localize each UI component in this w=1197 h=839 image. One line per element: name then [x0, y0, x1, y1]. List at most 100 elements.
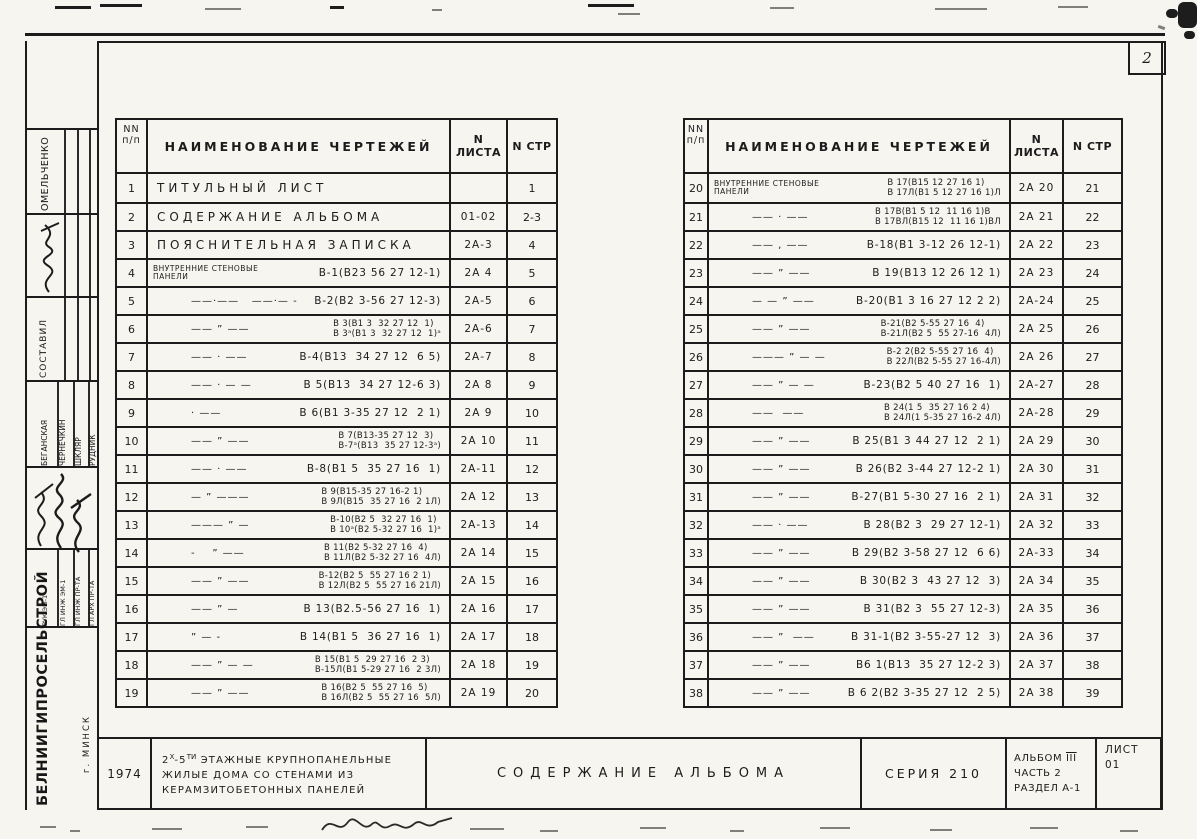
scan-artifact [55, 6, 91, 9]
ditto-mark: —— · —— [752, 211, 809, 223]
row-number: 28 [685, 400, 709, 426]
sheet-number: 2А 30 [1011, 456, 1064, 482]
project-title-line3: КЕРАМЗИТОБЕТОННЫХ ПАНЕЛЕЙ [162, 784, 366, 796]
table-row: 24 — — ” —— В-20(В1 3 16 27 12 2 2) 2А-24 25 [685, 286, 1121, 314]
sheet-number: 2А 32 [1011, 512, 1064, 538]
sidebar-approver-roles-cell: РУК ЭМ-1 ГЛ ИНЖ ЭМ-1 ГЛ ИНЖ ПР-ТА ГЛ АРХ… [27, 550, 97, 628]
drawing-name-line1: В 14(В1 5 36 27 16 1) [299, 631, 441, 643]
table-row: 8 —— · — — В 5(В13 34 27 12-6 3) 2А 8 9 [117, 370, 556, 398]
ditto-mark: - ” —— [191, 547, 245, 559]
ditto-mark: —— ” —— [191, 323, 250, 335]
page-number: 37 [1085, 630, 1100, 644]
header-name: НАИМЕНОВАНИЕ ЧЕРТЕЖЕЙ [709, 120, 1011, 172]
row-number: 36 [685, 624, 709, 650]
ditto-mark: · —— [191, 407, 222, 419]
drawing-name-prefix: ВНУТРЕННИЕ СТЕНОВЫЕ ПАНЕЛИ [153, 263, 259, 282]
drawing-name: В 5(В13 34 27 12-6 3) [304, 380, 442, 391]
drawing-name-line1: В-4(В13 34 27 12 6 5) [299, 351, 441, 363]
table-row: 2 СОДЕРЖАНИЕ АЛЬБОМА 01-02 2-3 [117, 202, 556, 230]
ditto-mark: — — ” —— [752, 295, 815, 307]
drawing-name-cell: —— · —— В 28(В2 3 29 27 12-1) [709, 512, 1011, 538]
drawing-name-cell: ——— ” — — В-2 2(В2 5-55 27 16 4) В 22Л(В2 … [709, 344, 1011, 370]
drawing-name-line1: В-18(В1 3-12 26 12-1) [866, 239, 1001, 251]
page-number: 27 [1085, 350, 1100, 364]
page-number: 39 [1085, 686, 1100, 700]
row-number: 13 [117, 512, 148, 538]
drawing-name-line1: В 15(В1 5 29 27 16 2 3) [314, 655, 430, 665]
page-number: 18 [525, 630, 539, 644]
page-number: 21 [1085, 181, 1100, 195]
drawing-name-cell: СОДЕРЖАНИЕ АЛЬБОМА [148, 204, 451, 230]
row-number: 16 [117, 596, 148, 622]
page-number: 9 [528, 378, 536, 392]
table-body: 1 ТИТУЛЬНЫЙ ЛИСТ 1 2 СОДЕРЖАНИЕ АЛЬБОМА 01-02… [117, 174, 556, 706]
table-row: 23 —— ” —— В 19(В13 12 26 12 1) 2А 23 24 [685, 258, 1121, 286]
title-block-sheet: ЛИСТ 01 [1097, 739, 1160, 808]
ditto-mark: —— ” —— [752, 491, 811, 503]
sheet-number: 2А 12 [451, 484, 508, 510]
table-body: 20 ВНУТРЕННИЕ СТЕНОВЫЕ ПАНЕЛИ В 17(В15 12 2… [685, 174, 1121, 706]
page-number: 11 [525, 434, 539, 448]
drawing-name: В 31(В2 3 55 27 12-3) [864, 604, 1002, 615]
ditto-mark: —— ” —— [191, 435, 250, 447]
drawing-name: В 26(В2 3-44 27 12-2 1) [856, 464, 1001, 475]
drawing-name-line1: В-10(В2 5 32 27 16 1) [330, 515, 437, 525]
ditto-mark: —— ” —— [752, 575, 811, 587]
ditto-mark: —— ” —— [752, 463, 811, 475]
scan-artifact [1030, 827, 1058, 829]
sheet-number: 2А-3 [451, 232, 508, 258]
ditto-mark: —— ” —— [191, 687, 250, 699]
drawing-name: В-10(В2 5 32 27 16 1) В 10ᵃ(В2 5-32 27 16… [330, 515, 441, 535]
row-number: 19 [117, 680, 148, 706]
row-number: 21 [685, 204, 709, 230]
sheet-number: 2А 15 [451, 568, 508, 594]
table-row: 11 —— · —— В-8(В1 5 35 27 16 1) 2А-11 12 [117, 454, 556, 482]
ditto-mark: —— ” —— [752, 659, 811, 671]
signature-scribble [40, 222, 60, 293]
drawing-name-line2: В 12Л(В2 5 55 27 16 21Л) [318, 581, 441, 591]
sheet-number: 2А-13 [451, 512, 508, 538]
sheet-number: 2А 8 [451, 372, 508, 398]
ditto-mark: —— ” —— [752, 435, 811, 447]
table-row: 31 —— ” —— В-27(В1 5-30 27 16 2 1) 2А 31 32 [685, 482, 1121, 510]
drawing-name-line1: В 28(В2 3 29 27 12-1) [863, 519, 1001, 531]
drawing-name-cell: ВНУТРЕННИЕ СТЕНОВЫЕ ПАНЕЛИ В 17(В15 12 27 … [709, 174, 1011, 202]
drawing-name-line1: В 13(В2.5-56 27 16 1) [303, 603, 441, 615]
header-sheet: N ЛИСТА [451, 120, 508, 172]
drawing-name-cell: — — ” —— В-20(В1 3 16 27 12 2 2) [709, 288, 1011, 314]
ditto-mark: —— ” —— [752, 631, 815, 643]
ditto-mark: ——— ” — — [752, 351, 826, 363]
page-number: 15 [525, 546, 539, 560]
table-header: NN п/п НАИМЕНОВАНИЕ ЧЕРТЕЖЕЙ N ЛИСТА N С… [117, 120, 556, 174]
drawing-name-cell: —— · — — В 5(В13 34 27 12-6 3) [148, 372, 451, 398]
drawing-name-cell: —— ” —— В-21(В2 5-55 27 16 4) В-21Л(В2 5 5… [709, 316, 1011, 342]
page-number: 2-3 [523, 210, 541, 224]
title-block-series: СЕРИЯ 210 [862, 739, 1007, 808]
drawing-name: СОДЕРЖАНИЕ АЛЬБОМА [157, 210, 384, 224]
sheet-number: 2А 19 [451, 680, 508, 706]
organization-name: БЕЛНИИГИПРОСЕЛЬСТРОЙ [35, 570, 51, 806]
ink-blob [1166, 9, 1178, 18]
drawing-name-line1: В 3(В1 3 32 27 12 1) [333, 319, 434, 329]
row-number: 9 [117, 400, 148, 426]
table-row: 16 —— ” — В 13(В2.5-56 27 16 1) 2А 16 17 [117, 594, 556, 622]
compiler-name: ОМЕЛЬЧЕНКО [40, 136, 51, 211]
drawing-name-cell: —— ” —— В 16(В2 5 55 27 16 5) В 16Л(В2 5 5… [148, 680, 451, 706]
row-number: 27 [685, 372, 709, 398]
contents-table-right: NN п/п НАИМЕНОВАНИЕ ЧЕРТЕЖЕЙ N ЛИСТА N С… [683, 118, 1123, 708]
row-number: 4 [117, 260, 148, 286]
sheet-number: 2А 22 [1011, 232, 1064, 258]
scan-artifact [730, 830, 744, 832]
page-number: 38 [1085, 658, 1100, 672]
drawing-name-cell: ——— ” — В-10(В2 5 32 27 16 1) В 10ᵃ(В2 5-3… [148, 512, 451, 538]
approver-role: ГЛ ИНЖ ПР-ТА [74, 576, 82, 626]
sidebar-compiler-name-cell: ОМЕЛЬЧЕНКО [27, 130, 97, 215]
album-line3: РАЗДЕЛ А-1 [1014, 783, 1081, 794]
page-number: 14 [525, 518, 539, 532]
prefix-line: ВНУТРЕННИЕ СТЕНОВЫЕ [153, 263, 259, 273]
drawing-name-line1: В 16(В2 5 55 27 16 5) [321, 683, 428, 693]
scan-artifact [1058, 6, 1088, 8]
drawing-name: В-12(В2 5 55 27 16 2 1) В 12Л(В2 5 55 27 … [319, 571, 441, 591]
row-number: 15 [117, 568, 148, 594]
table-row: 34 —— ” —— В 30(В2 3 43 27 12 3) 2А 34 35 [685, 566, 1121, 594]
